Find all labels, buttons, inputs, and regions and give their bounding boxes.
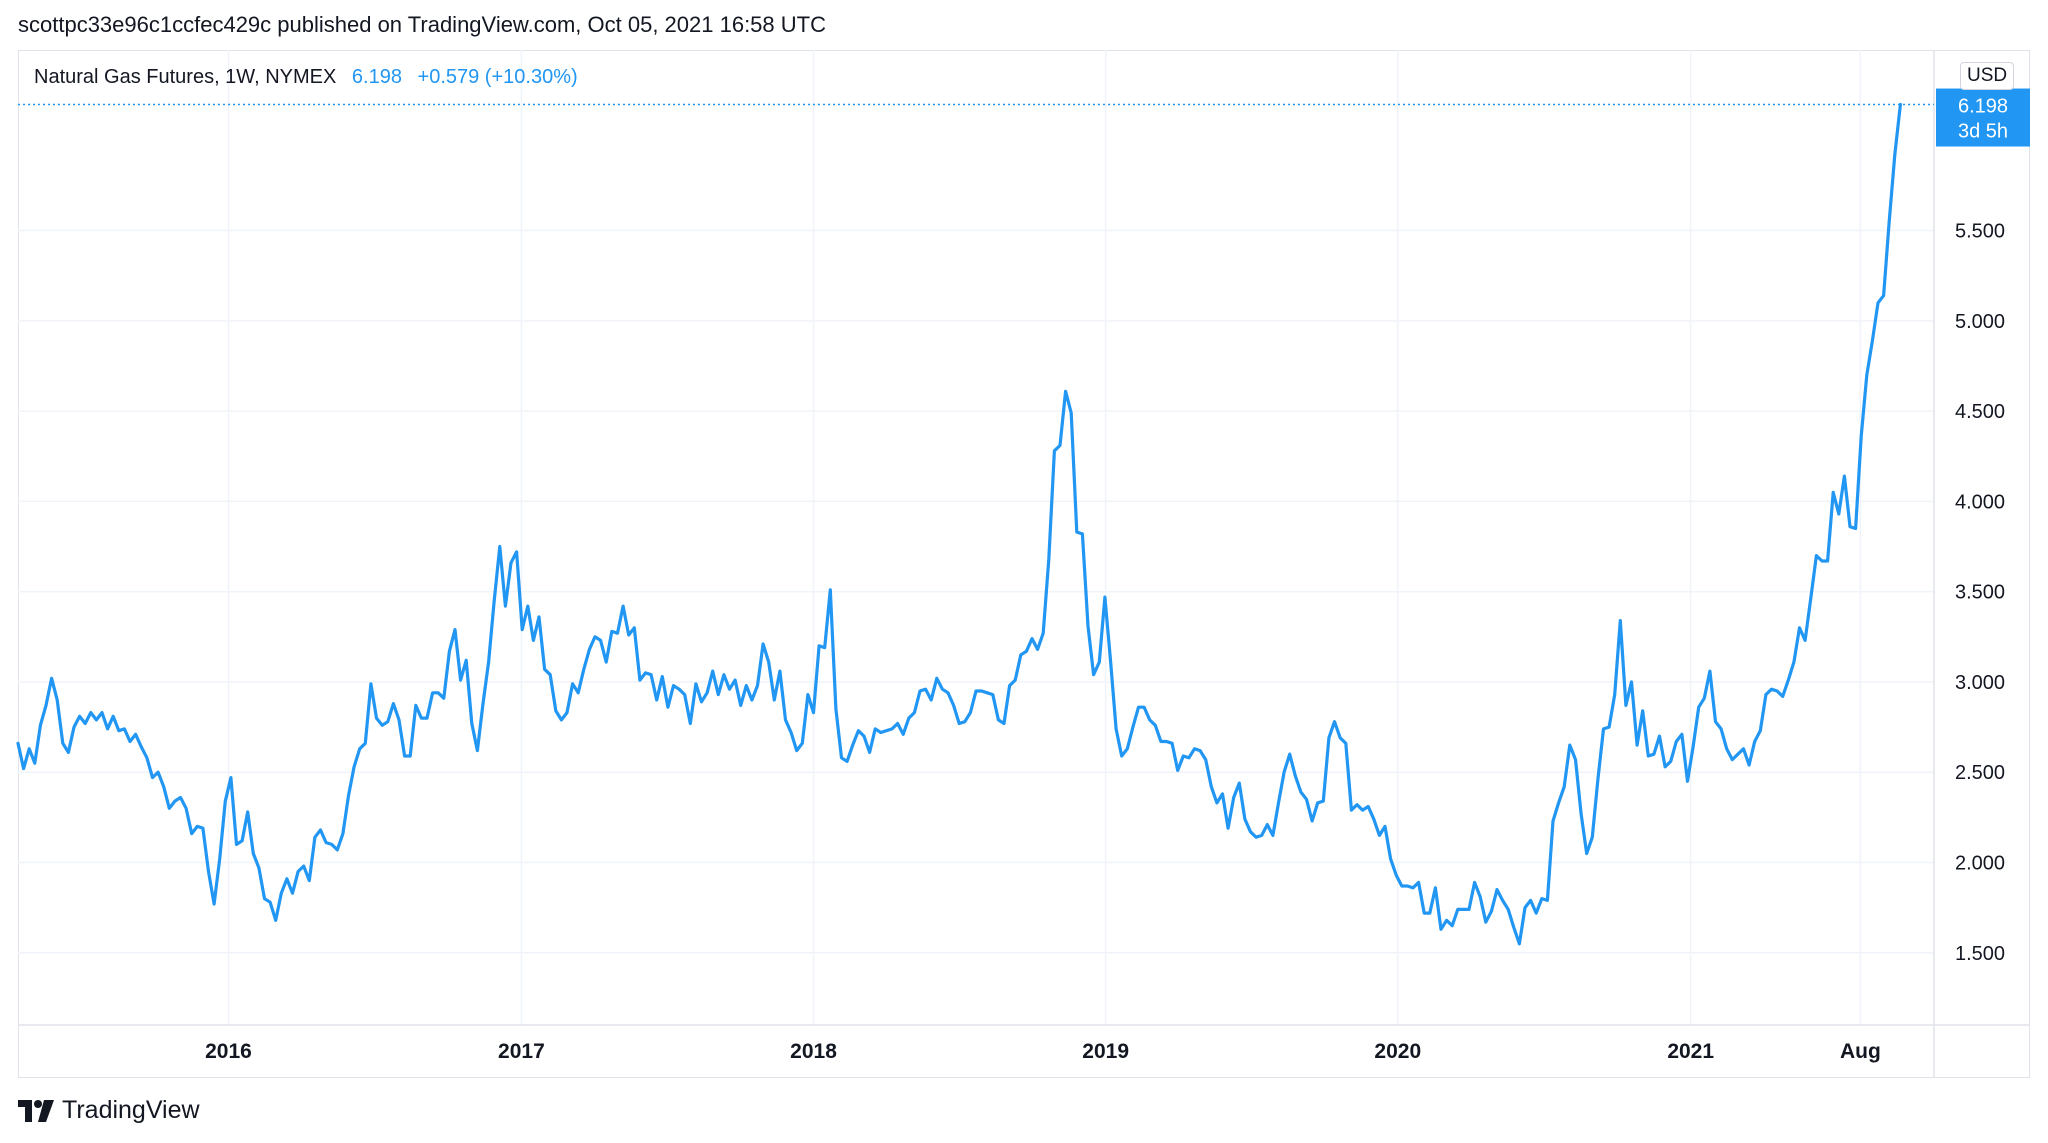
price-tick-label: 3.000 (1955, 672, 2005, 694)
time-tick-label: 2017 (498, 1040, 545, 1063)
chart-frame (18, 50, 2030, 1078)
price-tick-label: 2.500 (1955, 762, 2005, 784)
brand-name: TradingView (62, 1096, 200, 1124)
legend-last-price: 6.198 (351, 66, 402, 88)
axis-layer: 1.500 2.000 2.500 3.000 3.500 4.000 4.500 5.000… (18, 50, 2030, 1078)
price-series-line (16, 102, 1902, 946)
price-tick-label: 5.500 (1955, 221, 2005, 243)
time-tick-label: 2018 (790, 1040, 837, 1063)
last-price-badge-value: 6.198 (1958, 96, 2008, 118)
tradingview-brand[interactable]: TradingView (18, 1096, 200, 1125)
last-price-badge-countdown: 3d 5h (1958, 121, 2008, 143)
time-tick-label: Aug (1840, 1040, 1881, 1063)
price-tick-label: 5.000 (1955, 311, 2005, 333)
price-tick-label: 1.500 (1955, 943, 2005, 965)
time-tick-label: 2019 (1082, 1040, 1129, 1063)
price-tick-label: 3.500 (1955, 582, 2005, 604)
price-tick-label: 2.000 (1955, 853, 2005, 875)
time-tick-label: 2020 (1374, 1040, 1421, 1063)
last-price-badge (1936, 88, 2030, 147)
legend-symbol: Natural Gas Futures, 1W, NYMEX (34, 66, 337, 88)
price-tick-label: 4.500 (1955, 401, 2005, 423)
grid-layer (18, 50, 1934, 1025)
price-tick-label: 4.000 (1955, 491, 2005, 513)
publish-line: scottpc33e96c1ccfec429c published on Tra… (18, 12, 826, 37)
chart-legend[interactable]: Natural Gas Futures, 1W, NYMEX 6.198 +0.… (34, 66, 578, 89)
tradingview-logo-icon (18, 1099, 54, 1122)
time-tick-label: 2021 (1667, 1040, 1714, 1063)
series-layer (16, 102, 1902, 946)
legend-change: +0.579 (+10.30%) (417, 66, 578, 88)
time-tick-label: 2016 (205, 1040, 252, 1063)
currency-button[interactable]: USD (1960, 62, 2015, 90)
marker-layer: 6.198 3d 5h (18, 88, 2030, 147)
